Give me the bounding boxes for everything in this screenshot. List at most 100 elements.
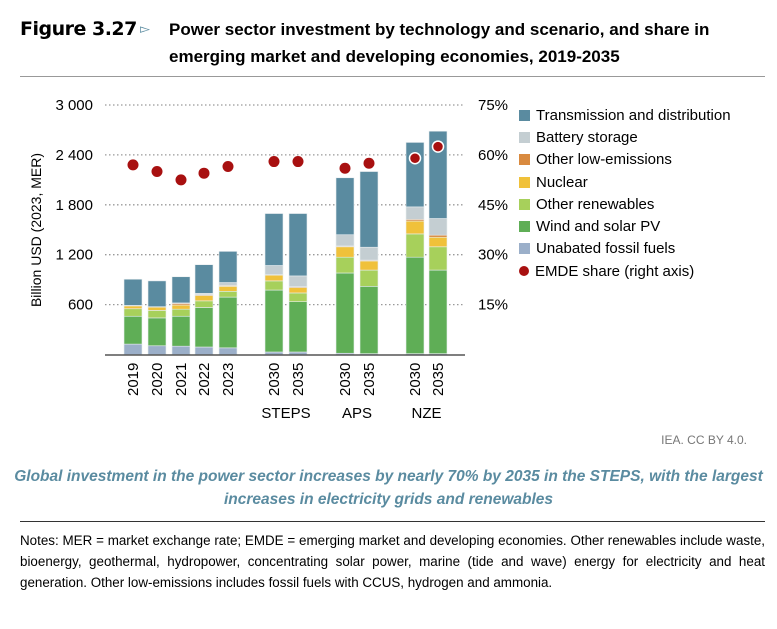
y-tick-label: 600 (68, 297, 93, 314)
emde-share-point (268, 156, 280, 168)
bar-segment-other-renewables (123, 308, 143, 317)
y2-tick-label: 45% (478, 197, 508, 214)
y2-tick-label: 15% (478, 297, 508, 314)
source-credit: IEA. CC BY 4.0. (661, 433, 747, 447)
bar-segment-nuclear (335, 246, 355, 258)
bar-segment-unabated-fossil-fuels (171, 345, 191, 355)
x-tick-label: 2035 (361, 363, 378, 396)
emde-share-point (175, 174, 187, 186)
bar-segment-nuclear (405, 220, 425, 235)
bar-segment-transmission-and-distribution (428, 130, 448, 219)
x-tick-label: 2030 (337, 363, 354, 396)
chart-legend: Transmission and distribution Battery sto… (519, 104, 731, 282)
bar-segment-other-renewables (264, 280, 284, 291)
figure-notes: Notes: MER = market exchange rate; EMDE … (20, 533, 765, 590)
legend-item: Wind and solar PV (519, 215, 731, 237)
bar-segment-wind-and-solar-pv (428, 269, 448, 354)
y-tick-label: 3 000 (55, 97, 93, 114)
bar-segment-other-renewables (359, 269, 379, 287)
bar-segment-battery-storage (218, 282, 238, 286)
y2-tick-label: 30% (478, 247, 508, 264)
emde-share-point (222, 161, 234, 173)
emde-share-point (363, 157, 375, 169)
legend-swatch (519, 154, 530, 166)
bar-segment-battery-storage (288, 275, 308, 288)
emde-share-point (408, 151, 422, 165)
bar-segment-other-renewables (171, 308, 191, 317)
figure-title: Power sector investment by technology an… (169, 20, 710, 66)
bar-segment-other-renewables (335, 256, 355, 274)
bar-segment-wind-and-solar-pv (264, 289, 284, 353)
bar-segment-wind-and-solar-pv (335, 272, 355, 354)
bar-segment-wind-and-solar-pv (359, 286, 379, 354)
bar-segment-nuclear (218, 286, 238, 292)
bar-segment-other-renewables (218, 290, 238, 298)
x-tick-label: 2020 (149, 363, 166, 396)
bar-segment-nuclear (123, 305, 143, 310)
legend-item: Other low-emissions (519, 149, 731, 171)
legend-swatch (519, 266, 529, 277)
bar-segment-other-renewables (288, 292, 308, 302)
legend-item: Transmission and distribution (519, 104, 731, 126)
bar-segment-transmission-and-distribution (264, 213, 284, 266)
legend-item: Other renewables (519, 193, 731, 215)
x-tick-label: 2030 (266, 363, 283, 396)
bar-segment-nuclear (428, 236, 448, 248)
x-tick-label: 2021 (173, 363, 190, 396)
legend-swatch (519, 198, 530, 210)
legend-label: Transmission and distribution (536, 106, 731, 124)
legend-label: Other low-emissions (536, 151, 672, 169)
bar-segment-transmission-and-distribution (218, 251, 238, 283)
bar-segment-unabated-fossil-fuels (147, 345, 167, 355)
bar-segment-wind-and-solar-pv (147, 317, 167, 347)
x-tick-label: 2023 (220, 363, 237, 396)
legend-item: Battery storage (519, 126, 731, 148)
bar-segment-battery-storage (359, 246, 379, 261)
bar-segment-nuclear (194, 295, 214, 302)
bar-segment-battery-storage (405, 206, 425, 220)
legend-label: Unabated fossil fuels (536, 240, 676, 258)
legend-label: Battery storage (536, 128, 638, 146)
bar-segment-transmission-and-distribution (171, 276, 191, 304)
emde-share-point (127, 159, 139, 171)
bar-segment-other-low-emissions (428, 234, 448, 238)
legend-item: Nuclear (519, 171, 731, 193)
emde-share-point (339, 162, 351, 174)
title-divider (20, 76, 765, 77)
y2-tick-label: 60% (478, 147, 508, 164)
notes-divider (20, 521, 765, 522)
bar-segment-transmission-and-distribution (288, 213, 308, 277)
bar-segment-other-renewables (194, 300, 214, 308)
y-tick-label: 2 400 (55, 147, 93, 164)
figure-label: Figure 3.27 (20, 18, 137, 40)
x-tick-label: 2019 (125, 363, 142, 396)
bar-segment-wind-and-solar-pv (405, 256, 425, 354)
bar-segment-nuclear (171, 304, 191, 310)
bar-segment-battery-storage (264, 265, 284, 275)
bar-segment-wind-and-solar-pv (288, 301, 308, 353)
bar-segment-unabated-fossil-fuels (288, 351, 308, 355)
bar-segment-wind-and-solar-pv (218, 296, 238, 349)
y2-tick-label: 75% (478, 97, 508, 114)
bar-segment-other-renewables (405, 233, 425, 258)
bar-segment-wind-and-solar-pv (171, 315, 191, 347)
legend-swatch (519, 243, 530, 255)
legend-swatch (519, 176, 530, 188)
scenario-label: NZE (412, 405, 442, 422)
bar-segment-wind-and-solar-pv (194, 307, 214, 348)
figure-caption: Global investment in the power sector in… (14, 468, 763, 508)
legend-item: EMDE share (right axis) (519, 260, 731, 282)
stacked-bar-chart: 600 1 200 1 800 2 400 3 000 15% 30% 45% 60% 75% Bi… (28, 97, 508, 422)
x-tick-label: 2035 (290, 363, 307, 396)
y-tick-label: 1 800 (55, 197, 93, 214)
bar-segment-unabated-fossil-fuels (194, 346, 214, 355)
legend-label: EMDE share (right axis) (535, 262, 695, 280)
x-tick-label: 2030 (407, 363, 424, 396)
bar-segment-wind-and-solar-pv (123, 315, 143, 345)
bar-segment-battery-storage (335, 234, 355, 247)
legend-label: Wind and solar PV (536, 218, 661, 236)
bar-segment-nuclear (359, 260, 379, 271)
bar-segment-unabated-fossil-fuels (264, 351, 284, 355)
emde-share-point (431, 140, 445, 153)
bar-segment-other-renewables (147, 310, 167, 319)
